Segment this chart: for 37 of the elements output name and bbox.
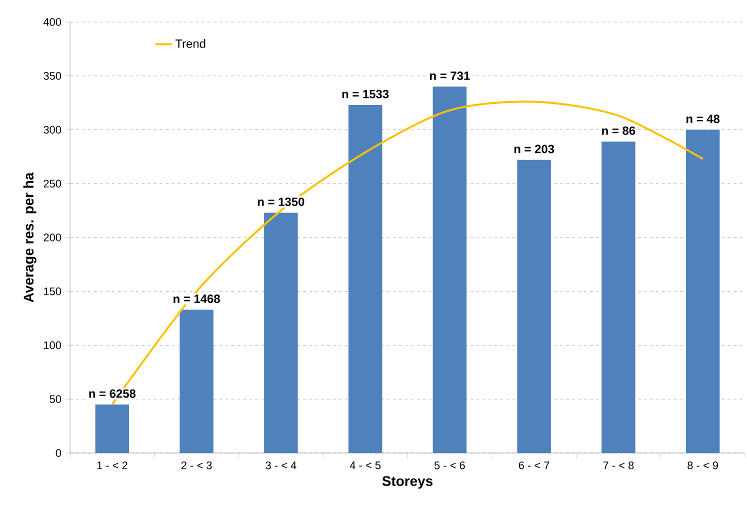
annotation: n = 731 [430, 71, 470, 80]
bar [348, 104, 382, 453]
annotation: n = 1350 [258, 198, 304, 206]
annotation: n = 6258 [89, 389, 136, 398]
bar [686, 130, 720, 453]
x-tick-label: 1 - < 2 [97, 462, 128, 470]
y-tick-label: 100 [44, 341, 62, 350]
y-tick-label: 200 [44, 234, 62, 242]
x-tick-label: 5 - < 6 [434, 462, 465, 470]
y-tick-label: 350 [44, 72, 62, 80]
y-axis-title: Average res. per ha [23, 172, 36, 302]
annotation: n = 48 [686, 114, 720, 124]
x-tick-label: 2 - < 3 [181, 462, 212, 470]
legend-label: Trend [175, 39, 206, 48]
annotation: n = 1533 [342, 90, 389, 98]
x-tick-label: 4 - < 5 [350, 462, 381, 470]
bar [602, 142, 636, 453]
line-series [111, 100, 704, 406]
x-axis-title: Storeys [382, 476, 433, 489]
annotation: n = 86 [602, 126, 636, 135]
x-tick-label: 6 - < 7 [518, 462, 550, 470]
y-tick-label: 50 [50, 395, 62, 404]
y-tick-label: 0 [56, 449, 62, 457]
x-tick-label: 8 - < 9 [688, 462, 718, 470]
annotation: n = 203 [514, 144, 554, 154]
bar [517, 160, 551, 453]
bar [95, 404, 130, 453]
y-tick-label: 250 [44, 180, 62, 188]
x-tick-label: 3 - < 4 [266, 462, 296, 470]
annotation: n = 1468 [174, 294, 220, 304]
y-tick-label: 300 [44, 126, 62, 134]
x-tick-label: 7 - < 8 [603, 462, 634, 470]
bar [264, 212, 298, 453]
y-tick-label: 150 [44, 288, 62, 296]
bar [432, 86, 467, 453]
bar [180, 310, 214, 453]
y-tick-label: 400 [43, 18, 62, 26]
